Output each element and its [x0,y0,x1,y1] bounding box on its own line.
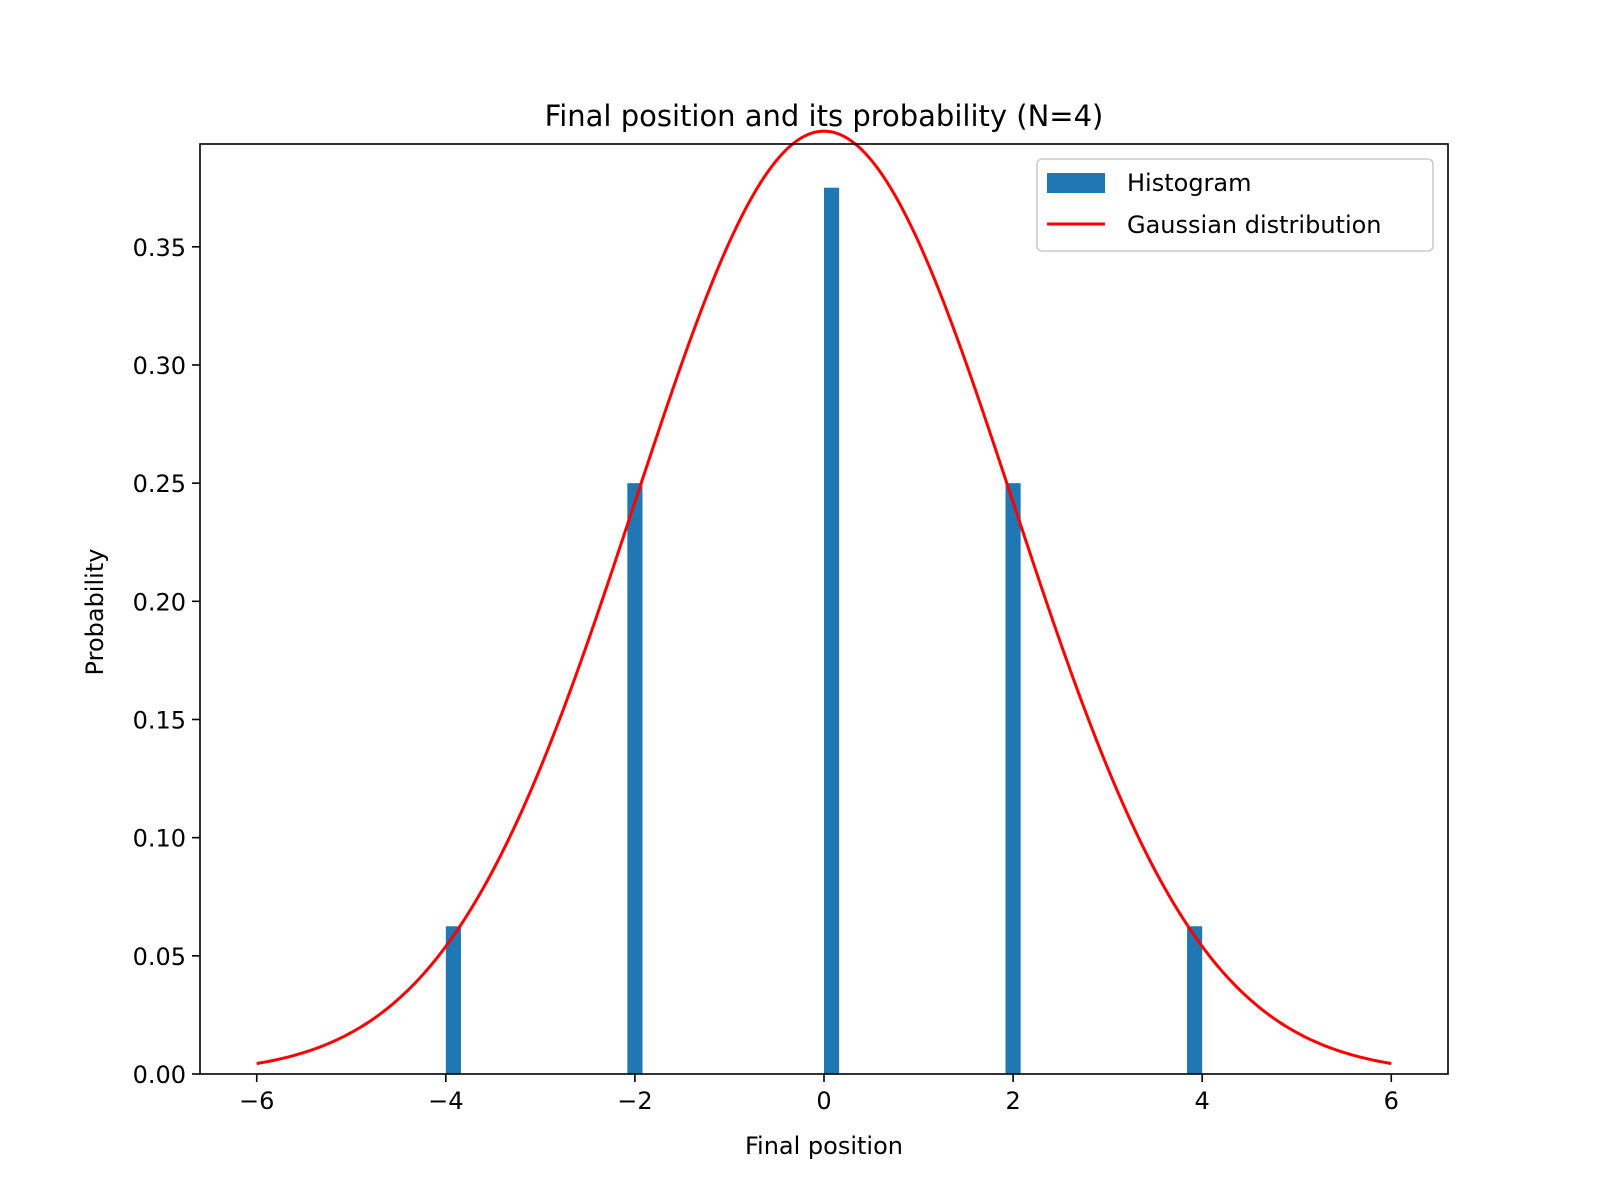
gaussian-curve-group [256,129,1392,1066]
legend-box [1036,158,1434,252]
legend-label-gaussian: Gaussian distribution [1127,211,1382,239]
chart-title: Final position and its probability (N=4) [545,99,1104,133]
x-tick-label-1: −4 [428,1087,463,1115]
x-tick-label-2: −2 [617,1087,652,1115]
x-tick-label-5: 4 [1195,1087,1210,1115]
histogram-bar-1 [627,483,643,1074]
legend: Histogram Gaussian distribution [1036,158,1434,252]
y-tick-label-5: 0.25 [133,470,186,498]
legend-swatch-histogram [1047,173,1105,193]
x-tick-label-4: 2 [1005,1087,1020,1115]
y-tick-label-3: 0.15 [133,706,186,734]
histogram-bar-4 [1187,926,1203,1074]
y-axis: 0.00 0.05 0.10 0.15 0.20 0.25 0.30 0.35 [133,234,200,1089]
y-tick-label-6: 0.30 [133,352,186,380]
legend-label-histogram: Histogram [1127,169,1252,197]
x-axis-label: Final position [745,1132,903,1160]
x-axis: −6 −4 −2 0 2 4 6 [239,1074,1399,1115]
x-tick-label-3: 0 [816,1087,831,1115]
y-tick-label-2: 0.10 [133,825,186,853]
histogram-bar-2 [824,187,840,1074]
y-tick-label-4: 0.20 [133,588,186,616]
histogram-bar-3 [1005,483,1021,1074]
y-axis-label: Probability [81,549,109,676]
histogram-bar-0 [445,926,461,1074]
x-tick-label-6: 6 [1384,1087,1399,1115]
x-tick-label-0: −6 [239,1087,274,1115]
y-tick-label-1: 0.05 [133,943,186,971]
gaussian-curve [256,129,1392,1066]
histogram-bars [445,187,1203,1074]
y-tick-label-7: 0.35 [133,234,186,262]
y-tick-label-0: 0.00 [133,1061,186,1089]
